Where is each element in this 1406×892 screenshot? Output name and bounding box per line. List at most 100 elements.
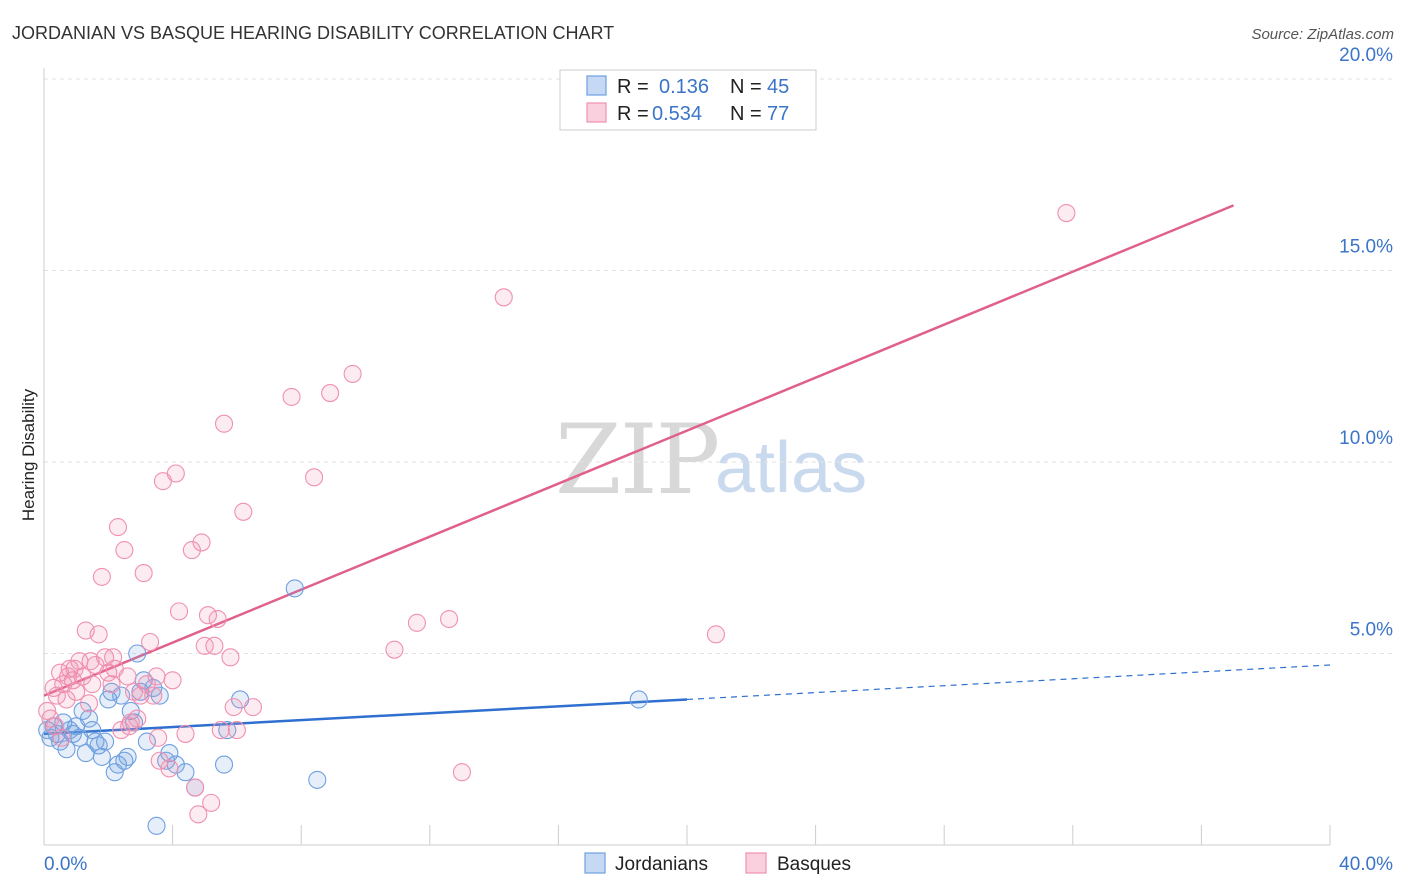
basques-point [494,288,513,307]
basques-point [186,778,205,797]
basques-point [160,759,179,778]
basques-point [211,721,230,740]
jordanians-point [214,755,234,774]
jordanians-trend-extension [686,664,1331,701]
basques-point [385,640,404,659]
gridlines [44,78,1393,654]
jordanians-point [118,747,137,766]
basques-point [195,636,214,655]
basques-point [57,690,76,709]
legend-swatch-jordanians [586,75,607,96]
basques-point [46,717,65,736]
y-tick-label: 10.0% [1339,428,1393,449]
legend-n-value-jordanians: 45 [767,76,789,98]
legend-swatch-basques [586,102,607,123]
basques-point [137,675,156,694]
basques-point [282,387,301,406]
chart-source: Source: ZipAtlas.com [1251,26,1394,43]
legend-r-value-jordanians: 0.136 [659,76,709,98]
legend-r-label-jordanians: R = [617,76,649,98]
basques-point [149,728,168,747]
jordanians-point [92,747,111,766]
y-tick-labels: 5.0% 10.0% 15.0% 20.0% [1339,45,1393,641]
basques-point [79,694,99,713]
series-legend-swatch-basques [745,852,767,874]
basques-point [407,613,426,632]
basques-point [208,609,227,629]
jordanians-point [83,721,102,740]
basques-point [1057,204,1076,223]
basques-point [59,667,78,686]
jordanians-point [308,770,327,789]
basques-point [147,667,166,686]
basques-point [305,468,324,487]
series-legend-label-basques: Basques [777,854,851,875]
series-legend: Jordanians Basques [584,852,851,875]
x-tick-label-min: 0.0% [44,854,87,875]
basques-point [440,609,459,629]
basques-point [104,648,123,667]
basques-point [452,763,472,782]
stats-legend: R = 0.136 N = 45 R = 0.534 N = 77 [559,69,817,131]
jordanians-point [137,732,156,751]
legend-n-value-basques: 77 [767,103,789,125]
basques-point [52,728,71,747]
jordanians-trend-line [43,698,688,736]
basques-point [102,675,121,694]
watermark-atlas: atlas [715,428,867,508]
jordanians-point [147,816,166,835]
jordanians-point [79,709,99,728]
basques-point [176,724,195,743]
basques-point [115,541,134,560]
jordanians-point [57,740,76,759]
y-tick-label: 15.0% [1339,237,1393,258]
trend-lines [43,204,1331,736]
basques-trend-line [43,204,1235,697]
basques-point [243,698,263,717]
jordanians-point [160,744,179,763]
watermark: ZIP atlas [555,404,867,516]
jordanians-point [285,579,304,598]
basques-point [321,384,340,403]
basques-point [83,675,102,694]
basques-point [221,648,240,667]
y-tick-label: 5.0% [1350,620,1393,641]
basques-point [343,364,362,383]
basques-point [192,533,211,552]
basques-point [150,751,169,770]
basques-point [189,805,208,824]
jordanians-point [629,690,648,709]
basques-point [89,625,108,644]
basques-point [166,464,185,483]
basques-point [141,632,160,652]
basques-point [214,414,234,433]
legend-n-label-jordanians: N = [730,76,762,98]
basques-point [134,564,153,583]
legend-n-label-basques: N = [730,103,762,125]
basques-point [144,686,163,705]
basques-point [108,518,127,537]
chart-title: JORDANIAN VS BASQUE HEARING DISABILITY C… [12,23,614,43]
basques-point [65,659,84,678]
basques-point [120,717,139,736]
basques-point [163,671,182,690]
series-legend-swatch-jordanians [584,852,606,874]
legend-r-value-basques: 0.534 [652,103,702,125]
basques-point [118,667,137,686]
basques-point [202,793,221,812]
jordanians-point [128,644,147,663]
basques-point [47,686,66,705]
basques-point [224,698,243,717]
basques-point [67,682,86,701]
basques-point [169,602,189,621]
jordanians-point [102,682,121,701]
watermark-zip: ZIP [555,404,718,516]
basques-point [198,606,218,625]
axes [43,68,1331,846]
data-points [38,204,1076,835]
jordanians-point [176,763,195,782]
jordanians-point [150,686,169,705]
series-legend-label-jordanians: Jordanians [615,854,708,875]
legend-r-label-basques: R = [617,103,649,125]
